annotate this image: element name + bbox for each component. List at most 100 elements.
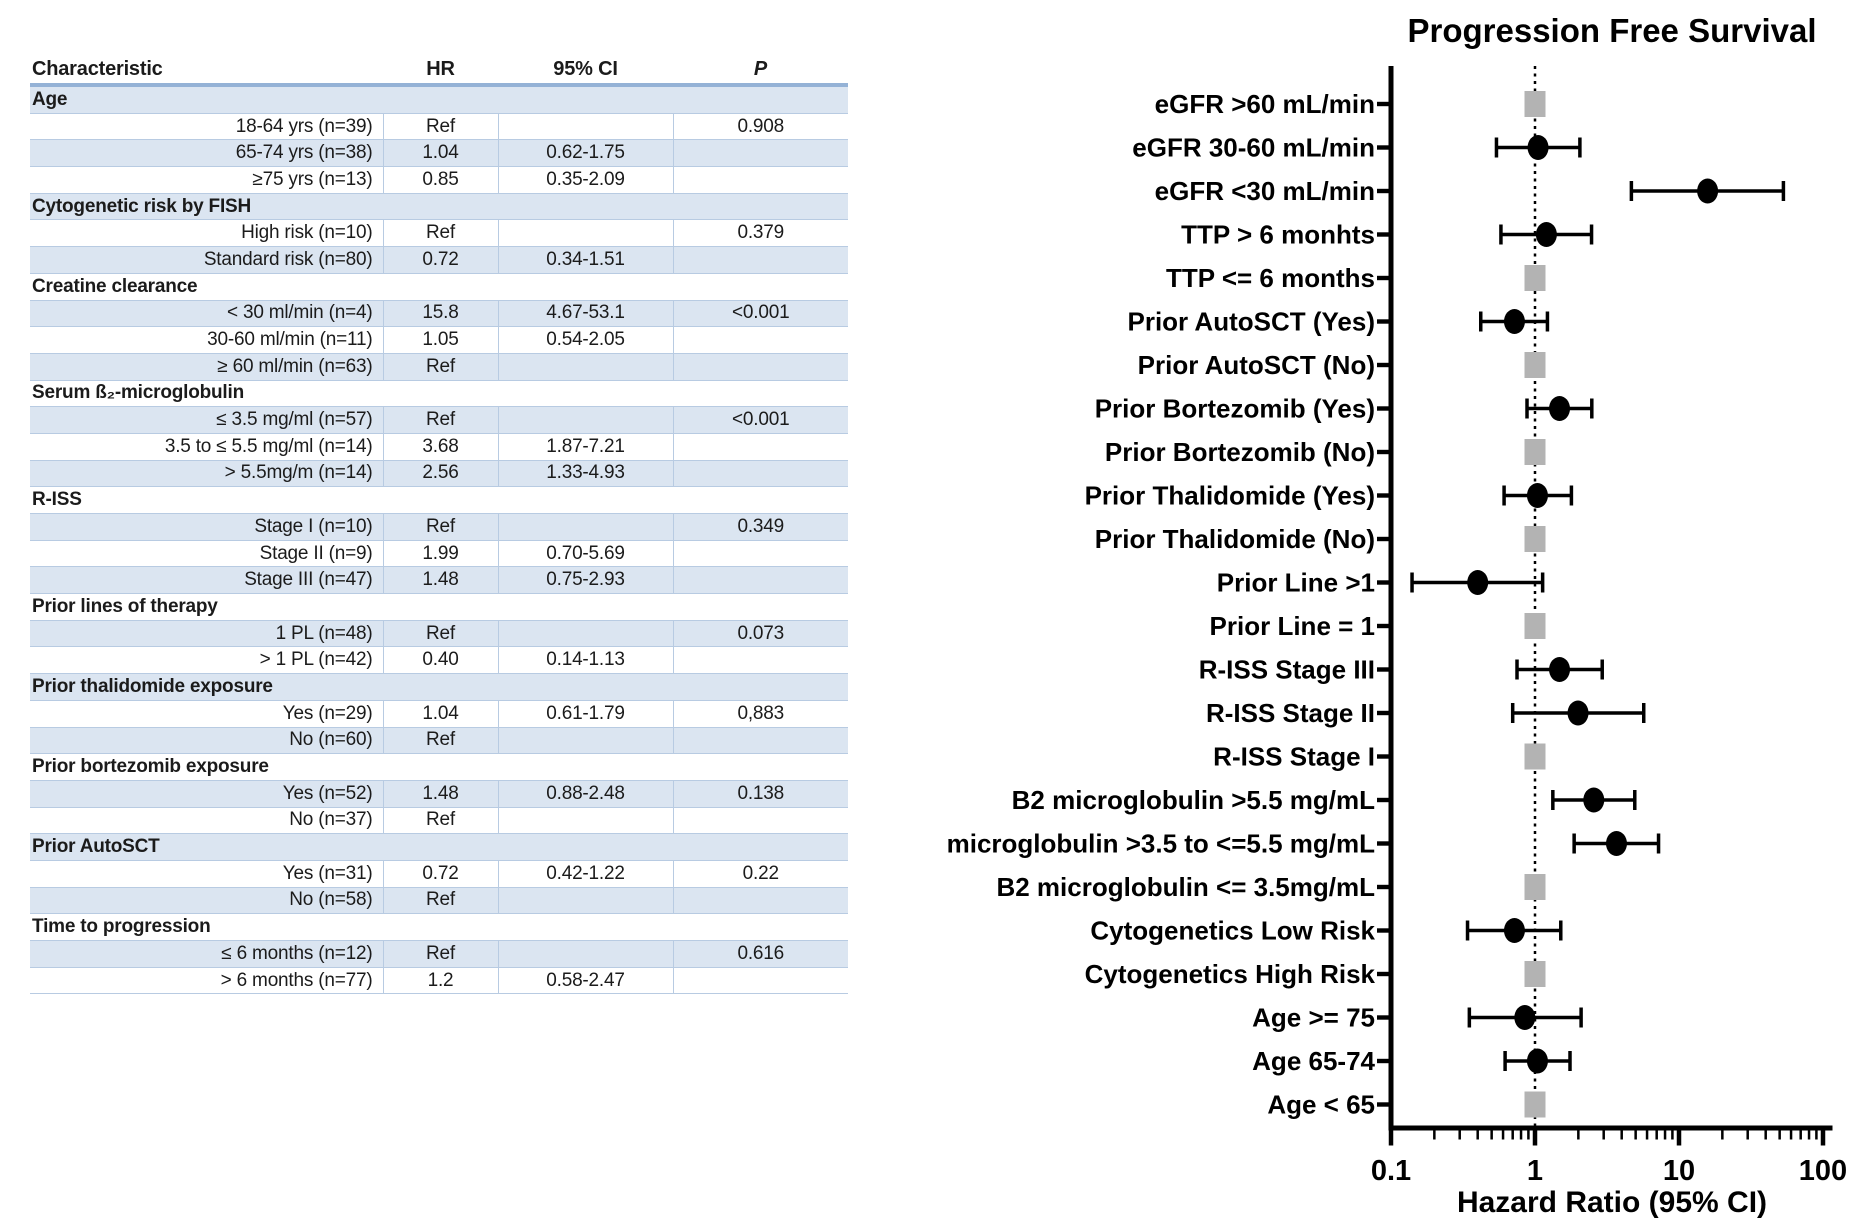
cell-hr: 0.72 [382, 246, 498, 274]
y-tick [1377, 667, 1389, 672]
cell-p [672, 566, 848, 594]
table-row: 1 PL (n=48) Ref 0.073 [30, 620, 848, 647]
cell-hr: 2.56 [382, 460, 498, 487]
category-label: Cytogenetic risk by FISH [32, 195, 252, 217]
x-minor-tick [1721, 1130, 1724, 1140]
table-row: 3.5 to ≤ 5.5 mg/ml (n=14) 3.68 1.87-7.21 [30, 433, 848, 461]
x-minor-tick [1789, 1130, 1793, 1140]
cell-hr: Ref [382, 113, 498, 140]
table-row: < 30 ml/min (n=4) 15.8 4.67-53.1 <0.001 [30, 300, 848, 327]
table-row: Stage I (n=10) Ref 0.349 [30, 513, 848, 541]
cell-hr: Ref [382, 940, 498, 968]
category-label: R-ISS [32, 489, 82, 511]
table-row: > 1 PL (n=42) 0.40 0.14-1.13 [30, 646, 848, 674]
cell-ci: 0.14-1.13 [497, 646, 673, 674]
cell-label: ≥75 yrs (n=13) [252, 168, 373, 190]
y-tick [1377, 710, 1389, 716]
forest-row-label: Prior AutoSCT (No) [1138, 350, 1375, 380]
cell-p [672, 460, 848, 487]
x-tick-label: 1 [1527, 1155, 1543, 1187]
col-header-characteristic: Characteristic [30, 55, 383, 87]
table-row: No (n=37) Ref [30, 807, 848, 834]
forest-row-label: Cytogenetics Low Risk [1090, 916, 1375, 946]
cell-label: 1 PL (n=48) [275, 622, 373, 644]
x-tick-label: 10 [1663, 1155, 1695, 1187]
cell-ci: 1.33-4.93 [497, 460, 673, 487]
cell-p: 0,883 [672, 700, 848, 727]
cell-hr: Ref [382, 807, 498, 834]
y-tick [1377, 1102, 1389, 1107]
forest-row-label: Age < 65 [1267, 1090, 1375, 1120]
cell-label: Yes (n=29) [282, 702, 373, 724]
cell-ci [497, 219, 673, 247]
cell-p [672, 967, 848, 994]
cell-p [672, 646, 848, 674]
cell-label: 18-64 yrs (n=39) [235, 115, 373, 137]
point-marker [1526, 1048, 1548, 1074]
cell-p [672, 887, 848, 914]
cell-label: 30-60 ml/min (n=11) [207, 329, 373, 351]
x-tick-label: 0.1 [1371, 1155, 1411, 1187]
table-header-row: Characteristic HR 95% CI P [30, 55, 848, 87]
cell-label: 65-74 yrs (n=38) [235, 142, 373, 164]
col-header-ci: 95% CI [498, 55, 673, 87]
point-marker [1467, 570, 1489, 595]
y-tick [1377, 406, 1389, 411]
table-row: 65-74 yrs (n=38) 1.04 0.62-1.75 [30, 139, 848, 167]
cell-label: No (n=37) [289, 809, 373, 831]
cell-hr: 1.99 [382, 540, 498, 567]
table-row: ≥75 yrs (n=13) 0.85 0.35-2.09 [30, 166, 848, 194]
point-marker [1605, 831, 1627, 856]
ref-marker [1524, 352, 1546, 378]
y-tick [1377, 319, 1389, 324]
x-minor-tick [1511, 1130, 1514, 1140]
cell-hr: Ref [382, 887, 498, 914]
cell-label: Yes (n=31) [282, 862, 373, 884]
point-marker [1583, 787, 1605, 813]
x-minor-tick [1634, 1130, 1637, 1140]
y-tick [1377, 1058, 1389, 1064]
hazard-ratio-table-panel: Characteristic HR 95% CI P Age 18-64 yrs … [30, 55, 848, 994]
point-marker [1697, 178, 1719, 204]
col-header-hr: HR [383, 55, 498, 87]
forest-row-label: Prior Thalidomide (Yes) [1085, 481, 1375, 511]
cell-label: High risk (n=10) [241, 222, 373, 244]
x-minor-tick [1458, 1130, 1461, 1140]
chart-title: Progression Free Survival [1407, 12, 1816, 49]
forest-row-label: R-ISS Stage II [1206, 698, 1375, 728]
cell-label: No (n=58) [289, 889, 373, 911]
cell-p: 0.138 [672, 780, 848, 808]
ref-marker [1524, 439, 1546, 465]
x-minor-tick [1764, 1130, 1767, 1140]
table-category-row: Prior AutoSCT [30, 833, 848, 861]
y-tick [1377, 928, 1389, 933]
table-row: > 6 months (n=77) 1.2 0.58-2.47 [30, 967, 848, 994]
cell-p: 0.616 [672, 940, 848, 968]
y-tick [1377, 188, 1389, 194]
cell-ci: 0.75-2.93 [497, 566, 673, 594]
ref-marker [1524, 1091, 1546, 1118]
table-row: Stage II (n=9) 1.99 0.70-5.69 [30, 540, 848, 567]
cell-ci [497, 113, 673, 140]
point-marker [1526, 483, 1548, 508]
cell-hr: Ref [382, 353, 498, 381]
y-tick [1377, 580, 1389, 585]
cell-ci: 0.61-1.79 [497, 700, 673, 727]
x-minor-tick [1519, 1130, 1523, 1140]
cell-p: 0.349 [672, 513, 848, 541]
cell-label: ≤ 3.5 mg/ml (n=57) [216, 409, 373, 431]
y-tick [1377, 449, 1389, 455]
cell-p: 0.908 [672, 113, 848, 140]
table-row: ≤ 3.5 mg/ml (n=57) Ref <0.001 [30, 406, 848, 434]
forest-row-label: Age >= 75 [1252, 1003, 1375, 1033]
y-tick [1377, 1015, 1389, 1020]
x-minor-tick [1655, 1130, 1658, 1140]
x-minor-tick [1645, 1130, 1649, 1140]
cell-label: ≤ 6 months (n=12) [221, 942, 373, 964]
cell-p [672, 246, 848, 274]
y-tick [1377, 623, 1389, 629]
cell-p [672, 353, 848, 381]
cell-p: 0.22 [672, 860, 848, 888]
table-category-row: Time to progression [30, 914, 848, 941]
